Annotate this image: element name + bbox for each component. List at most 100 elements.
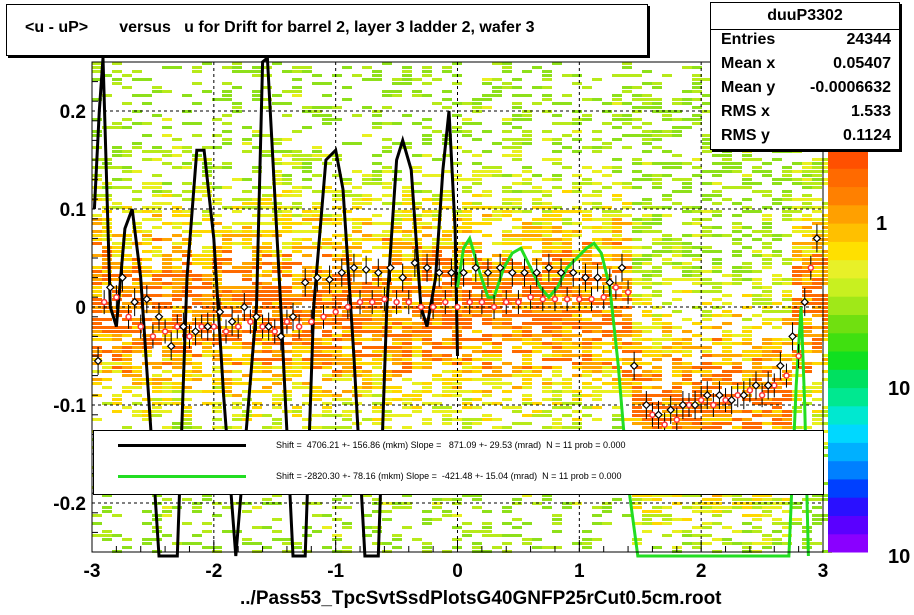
heatmap-cell: [402, 242, 412, 245]
heatmap-cell: [462, 390, 472, 393]
heatmap-cell: [272, 270, 282, 273]
heatmap-cell: [472, 506, 482, 509]
heatmap-cell: [822, 454, 832, 457]
heatmap-cell: [362, 374, 372, 377]
heatmap-cell: [492, 354, 502, 357]
heatmap-cell: [702, 78, 712, 81]
heatmap-cell: [402, 378, 412, 381]
heatmap-cell: [822, 354, 832, 357]
heatmap-cell: [452, 390, 462, 393]
heatmap-cell: [242, 358, 252, 361]
heatmap-cell: [162, 294, 172, 297]
heatmap-cell: [442, 238, 452, 241]
heatmap-cell: [422, 250, 432, 253]
heatmap-cell: [632, 302, 642, 305]
heatmap-cell: [602, 174, 612, 177]
heatmap-cell: [432, 290, 442, 293]
heatmap-cell: [442, 342, 452, 345]
heatmap-cell: [552, 282, 562, 285]
heatmap-cell: [182, 230, 192, 233]
red-profile-point: [222, 328, 230, 335]
heatmap-cell: [182, 350, 192, 353]
heatmap-cell: [812, 398, 822, 401]
heatmap-cell: [462, 378, 472, 381]
heatmap-cell: [632, 382, 642, 385]
heatmap-cell: [502, 238, 512, 241]
heatmap-cell: [812, 210, 822, 213]
heatmap-cell: [612, 246, 622, 249]
heatmap-cell: [142, 206, 152, 209]
heatmap-cell: [782, 210, 792, 213]
heatmap-cell: [622, 330, 632, 333]
heatmap-cell: [812, 506, 822, 509]
heatmap-cell: [512, 366, 522, 369]
heatmap-cell: [222, 166, 232, 169]
heatmap-cell: [192, 390, 202, 393]
heatmap-cell: [702, 346, 712, 349]
heatmap-cell: [722, 418, 732, 421]
heatmap-cell: [822, 230, 832, 233]
heatmap-cell: [132, 290, 142, 293]
heatmap-cell: [302, 338, 312, 341]
black-profile-point: [800, 297, 810, 307]
heatmap-cell: [172, 346, 182, 349]
heatmap-cell: [402, 346, 412, 349]
heatmap-cell: [642, 310, 652, 313]
heatmap-cell: [592, 238, 602, 241]
heatmap-cell: [312, 202, 322, 205]
green-fit-curve: [456, 234, 810, 558]
heatmap-cell: [572, 306, 582, 309]
heatmap-cell: [492, 366, 502, 369]
black-profile-point: [325, 275, 334, 284]
heatmap-cell: [782, 194, 792, 197]
heatmap-cell: [512, 150, 522, 153]
heatmap-cell: [702, 338, 712, 341]
heatmap-cell: [802, 362, 812, 365]
heatmap-cell: [172, 366, 182, 369]
heatmap-cell: [782, 358, 792, 361]
heatmap-cell: [212, 98, 222, 101]
stats-value: -0.0006632: [810, 79, 891, 96]
heatmap-cell: [172, 298, 182, 301]
heatmap-cell: [622, 370, 632, 373]
heatmap-cell: [322, 338, 332, 341]
heatmap-cell: [172, 270, 182, 273]
heatmap-cell: [742, 410, 752, 413]
heatmap-cell: [242, 542, 252, 545]
red-profile-point: [442, 298, 449, 306]
heatmap-cell: [812, 542, 822, 545]
heatmap-cell: [372, 406, 382, 409]
black-profile-point: [763, 381, 773, 390]
heatmap-cell: [332, 318, 342, 321]
stats-value: 24344: [846, 31, 892, 48]
heatmap-cell: [432, 354, 442, 357]
heatmap-cell: [422, 342, 432, 345]
heatmap-cell: [622, 374, 632, 377]
heatmap-cell: [292, 370, 302, 373]
heatmap-cell: [232, 222, 242, 225]
heatmap-cell: [472, 154, 482, 157]
heatmap-cell: [532, 338, 542, 341]
heatmap-cell: [742, 382, 752, 385]
heatmap-cell: [222, 394, 232, 397]
heatmap-cell: [482, 82, 492, 85]
heatmap-cell: [192, 510, 202, 513]
heatmap-cell: [762, 506, 772, 509]
heatmap-cell: [252, 198, 262, 201]
heatmap-cell: [132, 210, 142, 213]
heatmap-cell: [282, 258, 292, 261]
heatmap-cell: [232, 406, 242, 409]
heatmap-cell: [522, 166, 532, 169]
heatmap-cell: [582, 358, 592, 361]
heatmap-cell: [442, 246, 452, 249]
heatmap-cell: [602, 358, 612, 361]
heatmap-cell: [562, 218, 572, 221]
heatmap-cell: [562, 402, 572, 405]
heatmap-cell: [802, 386, 812, 389]
heatmap-cell: [442, 370, 452, 373]
fit-curves: [92, 54, 810, 558]
heatmap-cell: [562, 258, 572, 261]
heatmap-cell: [522, 282, 532, 285]
heatmap-cell: [732, 250, 742, 253]
heatmap-cell: [512, 330, 522, 333]
